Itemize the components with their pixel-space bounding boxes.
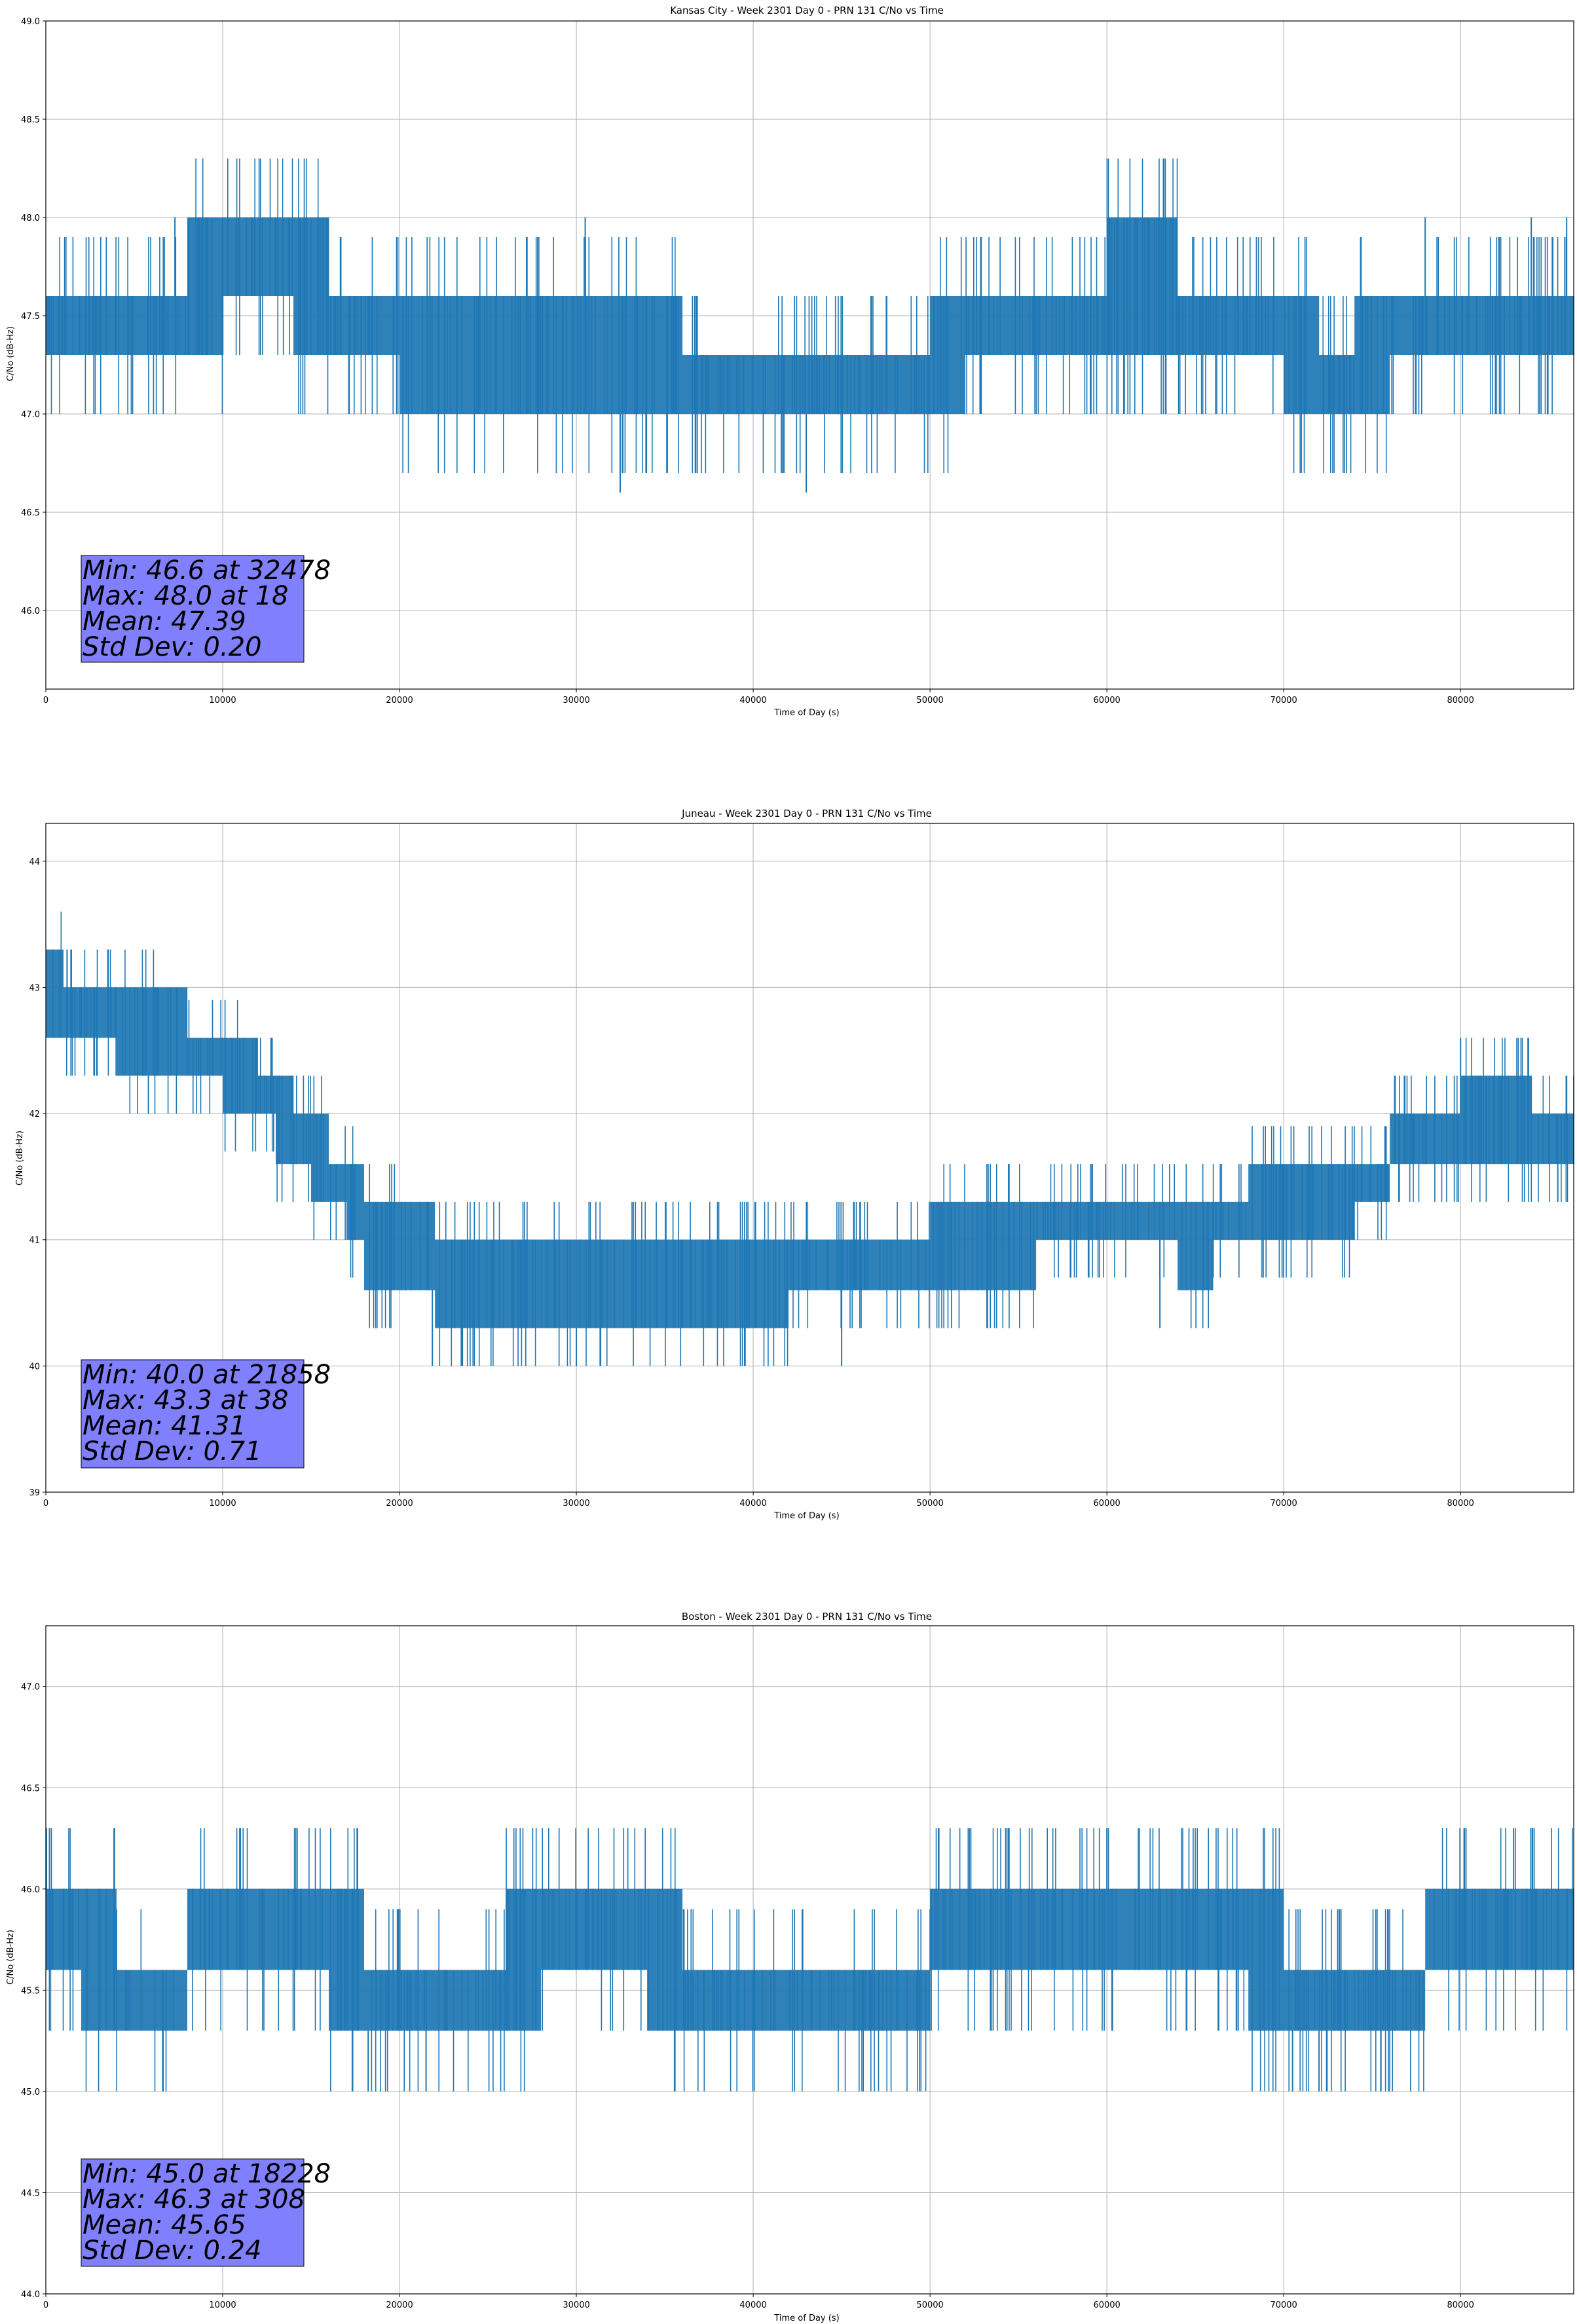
series-jitter [47,159,1574,473]
y-axis-label: C/No (dB-Hz) [15,1131,25,1186]
x-tick-label: 50000 [916,696,943,705]
y-tick-label: 48.0 [21,214,40,223]
x-axis-label: Time of Day (s) [773,1511,839,1521]
y-tick-label: 49.0 [21,17,40,27]
x-tick-label: 30000 [563,2300,589,2310]
x-tick-label: 0 [43,696,48,705]
x-tick-label: 10000 [209,1499,236,1509]
stats-std-dev: Std Dev: 0.24 [83,2236,262,2266]
x-tick-label: 80000 [1447,2300,1474,2310]
plot-frame [45,20,1574,690]
stats-min: Min: 45.0 at 18228 [83,2159,331,2189]
chart-title: Juneau - Week 2301 Day 0 - PRN 131 C/No … [681,808,932,819]
stats-box: Min: 46.6 at 32478 Max: 48.0 at 18 Mean:… [81,555,331,663]
stats-min: Min: 40.0 at 21858 [83,1360,331,1390]
x-tick-label: 70000 [1270,1499,1297,1509]
y-tick-label: 44.5 [21,2188,40,2198]
chart-panel-kansas-city: Kansas City - Week 2301 Day 0 - PRN 131 … [6,5,1574,718]
y-tick-label: 44.0 [21,2290,40,2300]
x-tick-label: 40000 [739,1499,766,1509]
y-tick-label: 47.0 [21,1683,40,1693]
y-tick-label: 40 [29,1362,40,1372]
x-tick-label: 60000 [1093,2300,1120,2310]
stats-box-background [81,2158,305,2267]
y-tick-label: 43 [29,983,40,993]
x-axis-label: Time of Day (s) [773,2314,839,2323]
stats-min: Min: 46.6 at 32478 [83,555,331,586]
x-tick-label: 30000 [563,1499,589,1509]
x-tick-label: 50000 [916,1499,943,1509]
y-axis-label: C/No (dB-Hz) [6,1930,16,1985]
stats-std-dev: Std Dev: 0.20 [83,632,262,662]
chart-panel-juneau: Juneau - Week 2301 Day 0 - PRN 131 C/No … [15,808,1574,1521]
y-tick-label: 47.5 [21,312,40,322]
x-tick-label: 80000 [1447,696,1474,705]
stats-box-background [81,1359,305,1469]
x-tick-label: 40000 [739,2300,766,2310]
y-tick-label: 42 [29,1110,40,1119]
axis-ticks: 0 10000 20000 30000 40000 50000 60000 70000 8000… [21,17,1474,705]
series-band [46,217,1574,414]
series-band [46,1888,1574,2031]
y-tick-label: 45.0 [21,2088,40,2097]
stats-box-background [81,555,305,663]
y-tick-label: 41 [29,1236,40,1246]
data-series [46,159,1574,493]
x-tick-label: 20000 [386,696,413,705]
y-tick-label: 39 [29,1488,40,1498]
x-tick-label: 0 [43,1499,48,1509]
chart-title: Kansas City - Week 2301 Day 0 - PRN 131 … [670,5,944,16]
y-tick-label: 44 [29,857,40,867]
x-tick-label: 50000 [916,2300,943,2310]
series-jitter [52,911,1574,1366]
x-axis-label: Time of Day (s) [773,708,839,718]
chart-panel-boston: Boston - Week 2301 Day 0 - PRN 131 C/No … [6,1611,1574,2323]
data-series [46,911,1574,1366]
x-tick-label: 80000 [1447,1499,1474,1509]
y-tick-label: 46.5 [21,1784,40,1793]
stats-box: Min: 45.0 at 18228 Max: 46.3 at 308 Mean… [81,2158,331,2267]
x-tick-label: 20000 [386,2300,413,2310]
y-tick-label: 47.0 [21,410,40,420]
stats-mean: Mean: 41.31 [83,1411,246,1441]
x-tick-label: 10000 [209,2300,236,2310]
x-tick-label: 70000 [1270,2300,1297,2310]
x-tick-label: 40000 [739,696,766,705]
x-tick-label: 60000 [1093,696,1120,705]
stats-max: Max: 48.0 at 18 [83,581,288,611]
chart-title: Boston - Week 2301 Day 0 - PRN 131 C/No … [682,1611,932,1622]
stats-mean: Mean: 45.65 [83,2210,246,2240]
stats-box: Min: 40.0 at 21858 Max: 43.3 at 38 Mean:… [81,1359,331,1469]
y-tick-label: 48.5 [21,115,40,125]
y-tick-label: 46.0 [21,607,40,616]
x-tick-label: 30000 [563,696,589,705]
stats-std-dev: Std Dev: 0.71 [83,1436,262,1467]
stats-max: Max: 43.3 at 38 [83,1385,288,1415]
axis-ticks: 0 10000 20000 30000 40000 50000 60000 70000 8000… [21,1683,1474,2310]
x-tick-label: 10000 [209,696,236,705]
x-tick-label: 0 [43,2300,48,2310]
plot-frame [45,1625,1574,2295]
axis-ticks: 0 10000 20000 30000 40000 50000 60000 70000 8000… [29,857,1474,1509]
y-axis-label: C/No (dB-Hz) [6,326,16,381]
stats-max: Max: 46.3 at 308 [83,2184,305,2215]
x-tick-label: 20000 [386,1499,413,1509]
y-tick-label: 45.5 [21,1986,40,1996]
x-tick-label: 60000 [1093,1499,1120,1509]
data-series [46,1828,1574,2091]
series-jitter [46,1828,1574,2091]
y-tick-label: 46.0 [21,1885,40,1895]
plot-frame [45,823,1574,1493]
y-tick-label: 46.5 [21,508,40,518]
x-tick-label: 70000 [1270,696,1297,705]
stats-mean: Mean: 47.39 [83,607,246,637]
